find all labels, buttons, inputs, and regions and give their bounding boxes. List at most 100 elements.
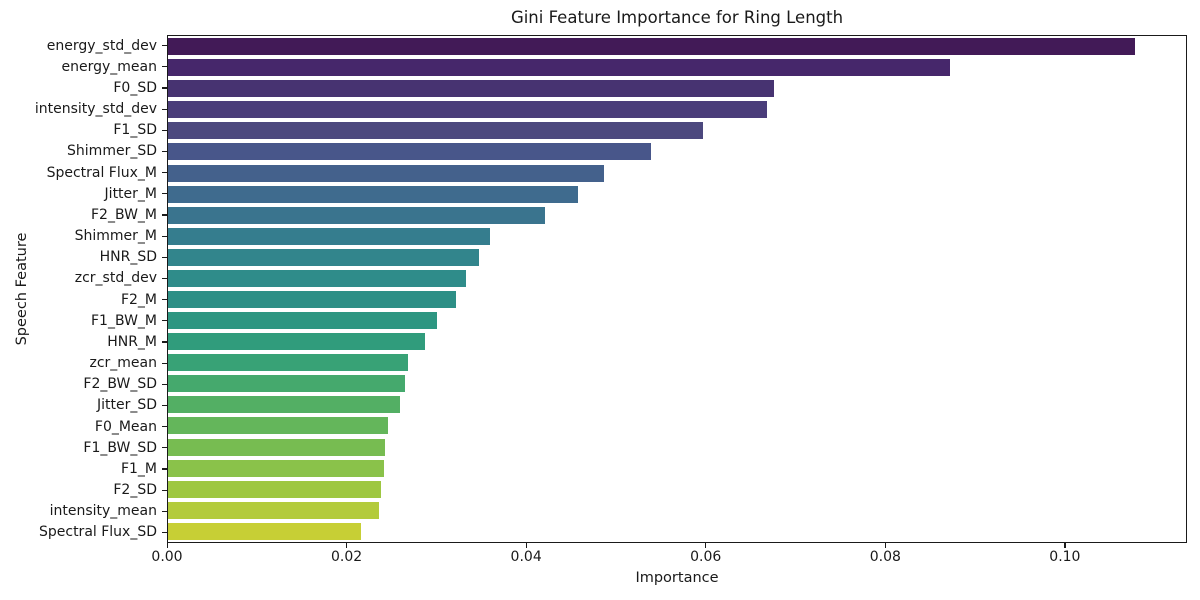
- bar-row: [168, 310, 1186, 331]
- bar-F1_M: [168, 459, 384, 477]
- y-tick-label: F2_M: [120, 291, 157, 308]
- bar-row: [168, 436, 1186, 457]
- bar-row: [168, 500, 1186, 521]
- y-tick-label: F1_BW_SD: [83, 439, 157, 456]
- y-tick-mark: [162, 510, 167, 512]
- bar-row: [168, 57, 1186, 78]
- bar-zcr_std_dev: [168, 269, 466, 287]
- y-tick-label: HNR_M: [107, 333, 157, 350]
- bar-intensity_std_dev: [168, 101, 767, 119]
- bar-row: [168, 120, 1186, 141]
- bar-energy_std_dev: [168, 38, 1135, 56]
- plot-area: [167, 35, 1187, 543]
- y-tick-mark: [162, 172, 167, 174]
- x-tick-mark: [705, 543, 707, 548]
- bar-row: [168, 289, 1186, 310]
- bar-row: [168, 141, 1186, 162]
- bar-row: [168, 521, 1186, 542]
- bar-row: [168, 78, 1186, 99]
- bar-HNR_SD: [168, 248, 479, 266]
- bar-row: [168, 226, 1186, 247]
- bar-F1_BW_M: [168, 312, 437, 330]
- bar-row: [168, 205, 1186, 226]
- y-tick-mark: [162, 531, 167, 534]
- bar-F2_M: [168, 290, 456, 308]
- y-tick-mark: [162, 489, 167, 491]
- bar-Shimmer_M: [168, 227, 490, 245]
- y-tick-mark: [162, 108, 167, 110]
- y-tick-label: F1_BW_M: [91, 312, 157, 329]
- y-tick-mark: [162, 320, 167, 322]
- y-tick-label: intensity_std_dev: [34, 101, 157, 118]
- bar-row: [168, 36, 1186, 57]
- y-tick-mark: [162, 362, 167, 364]
- bar-zcr_mean: [168, 354, 409, 372]
- bar-row: [168, 373, 1186, 394]
- y-tick-mark: [162, 468, 167, 470]
- y-tick-label: F2_SD: [113, 482, 157, 499]
- bar-intensity_mean: [168, 501, 379, 519]
- x-tick-label: 0.08: [869, 549, 901, 565]
- y-tick-label: F0_Mean: [94, 418, 157, 435]
- y-tick-label: intensity_mean: [49, 503, 157, 520]
- x-tick-label: 0.10: [1049, 549, 1081, 565]
- chart-title: Gini Feature Importance for Ring Length: [510, 8, 844, 27]
- y-tick-label: Shimmer_SD: [67, 143, 157, 160]
- bar-Spectral Flux_M: [168, 164, 605, 182]
- bar-row: [168, 479, 1186, 500]
- bar-F0_Mean: [168, 417, 389, 435]
- y-tick-mark: [162, 235, 167, 237]
- y-tick-label: Spectral Flux_SD: [38, 524, 157, 541]
- y-tick-mark: [162, 150, 167, 153]
- bar-F1_BW_SD: [168, 438, 385, 456]
- y-tick-label: F2_BW_M: [91, 206, 157, 223]
- y-tick-mark: [162, 341, 167, 343]
- y-tick-label: energy_std_dev: [46, 37, 157, 54]
- bar-F2_SD: [168, 480, 382, 498]
- bar-F1_SD: [168, 122, 703, 140]
- y-tick-mark: [162, 129, 167, 131]
- x-tick-mark: [346, 543, 348, 548]
- y-tick-label: energy_mean: [61, 58, 157, 75]
- y-tick-label: zcr_std_dev: [74, 270, 157, 287]
- bar-row: [168, 184, 1186, 205]
- y-tick-mark: [162, 447, 167, 449]
- bar-row: [168, 247, 1186, 268]
- y-tick-label: Spectral Flux_M: [46, 164, 157, 181]
- y-tick-label: Shimmer_M: [74, 228, 157, 245]
- x-axis-label: Importance: [635, 570, 719, 586]
- bar-Shimmer_SD: [168, 143, 651, 161]
- x-tick-mark: [1064, 543, 1066, 548]
- bar-row: [168, 99, 1186, 120]
- y-tick-label: zcr_mean: [89, 355, 157, 372]
- y-tick-label: HNR_SD: [99, 249, 157, 266]
- bar-Jitter_M: [168, 185, 579, 203]
- bar-F0_SD: [168, 80, 774, 98]
- y-tick-label: Jitter_M: [104, 185, 157, 202]
- y-tick-mark: [162, 87, 167, 89]
- y-tick-mark: [162, 45, 167, 47]
- bar-row: [168, 458, 1186, 479]
- bar-HNR_M: [168, 333, 426, 351]
- bar-row: [168, 352, 1186, 373]
- x-tick-label: 0.06: [690, 549, 722, 565]
- y-tick-label: F1_SD: [113, 122, 157, 139]
- bar-row: [168, 331, 1186, 352]
- x-tick-mark: [166, 543, 168, 548]
- x-tick-mark: [525, 543, 527, 548]
- y-tick-mark: [162, 383, 167, 385]
- bar-Spectral Flux_SD: [168, 522, 361, 540]
- bar-row: [168, 394, 1186, 415]
- y-tick-mark: [162, 66, 167, 68]
- bar-row: [168, 162, 1186, 183]
- bar-F2_BW_M: [168, 206, 546, 224]
- y-tick-mark: [162, 404, 167, 407]
- bar-row: [168, 415, 1186, 436]
- y-tick-mark: [162, 214, 167, 216]
- y-tick-mark: [162, 277, 167, 280]
- x-tick-label: 0.00: [151, 549, 183, 565]
- x-tick-mark: [884, 543, 886, 548]
- y-tick-label: Jitter_SD: [96, 397, 157, 414]
- y-tick-mark: [162, 426, 167, 428]
